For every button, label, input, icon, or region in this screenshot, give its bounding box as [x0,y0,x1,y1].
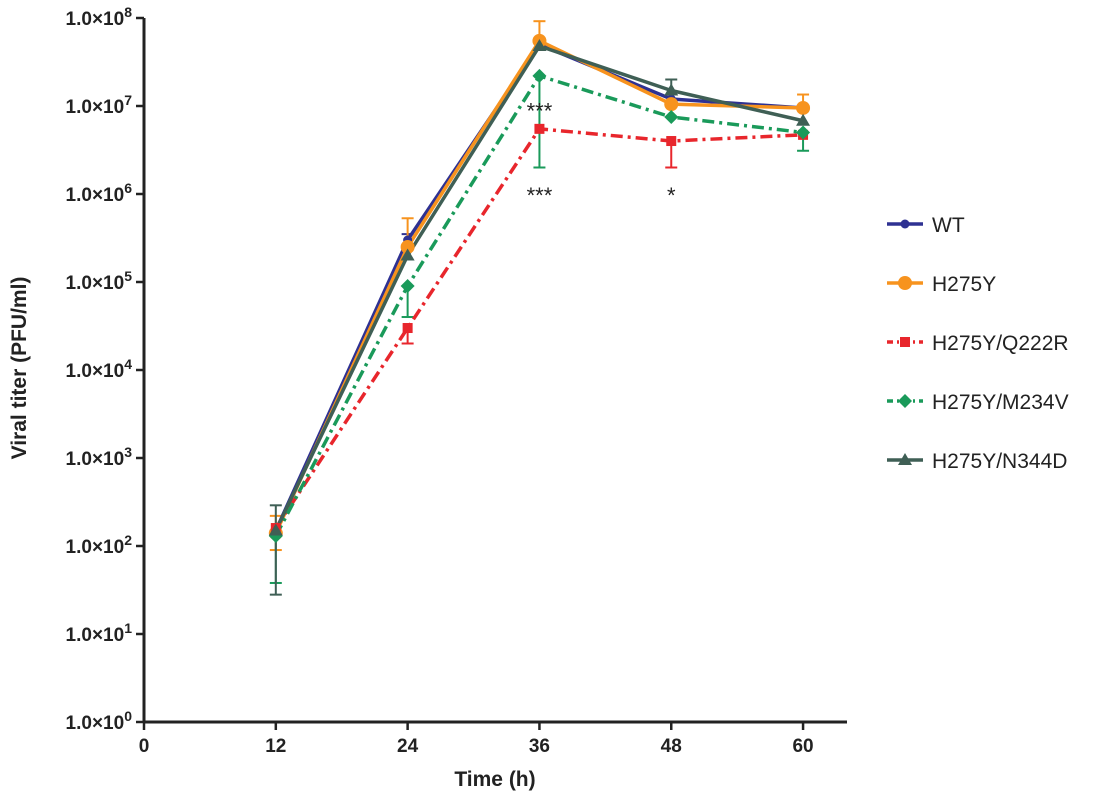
y-tick-label: 1.0×101 [66,620,133,646]
data-point-h275y-q222r [666,136,677,147]
data-point-h275y-m234v [796,125,811,140]
legend-marker-wt [900,219,910,229]
legend-label-h275y-n344d: H275Y/N344D [932,450,1067,473]
x-tick-label: 36 [529,736,550,757]
legend-marker-h275y-q222r [900,337,910,347]
data-point-h275y-q222r [402,323,413,334]
axes: 1.0×100 1.0×101 1.0×102 1.0×103 1.0×104 1.0×1… [66,4,847,757]
x-tick-label: 0 [139,736,150,757]
legend-marker-h275y [898,276,912,290]
y-tick-label: 1.0×107 [66,92,133,118]
data-point-h275y-m234v [664,109,679,124]
annotations: ****** * [527,98,676,208]
data-point-h275y-m234v [400,279,415,294]
data-point-h275y-n344d [532,39,547,52]
x-tick-label: 48 [661,736,682,757]
data-point-h275y-n344d [796,113,811,126]
y-tick-label: 1.0×105 [66,268,133,294]
series-markers [268,33,811,543]
legend-marker-h275y-m234v [898,394,912,408]
x-tick-label: 60 [792,736,813,757]
significance-marker: *** [527,183,553,208]
data-point-h275y-n344d [664,83,679,96]
y-tick-label: 1.0×104 [66,356,133,382]
data-point-h275y [400,239,415,254]
x-axis-title: Time (h) [454,768,535,791]
x-tick-label: 24 [397,736,419,757]
y-axis-title: Viral titer (PFU/ml) [8,277,31,460]
legend-label-wt: WT [932,214,965,237]
data-point-h275y-n344d [400,248,415,261]
data-point-h275y-q222r [534,123,545,134]
data-point-h275y [796,100,811,115]
significance-marker: * [667,183,676,208]
legend: WT H275Y H275Y/Q222R H275Y/M234V H275Y/N344D [887,214,1069,473]
data-point-h275y-m234v [532,68,547,83]
y-tick-label: 1.0×108 [66,4,133,30]
legend-label-h275y-q222r: H275Y/Q222R [932,332,1069,355]
significance-marker: *** [527,98,553,123]
y-tick-label: 1.0×102 [66,532,133,558]
x-tick-label: 12 [265,736,286,757]
legend-marker-h275y-n344d [898,453,912,465]
y-tick-label: 1.0×106 [66,180,133,206]
data-point-h275y-n344d [268,523,283,536]
legend-label-h275y: H275Y [932,273,996,296]
data-point-h275y [664,97,679,112]
y-tick-label: 1.0×100 [66,708,133,734]
y-tick-label: 1.0×103 [66,444,133,470]
legend-label-h275y-m234v: H275Y/M234V [932,391,1069,414]
